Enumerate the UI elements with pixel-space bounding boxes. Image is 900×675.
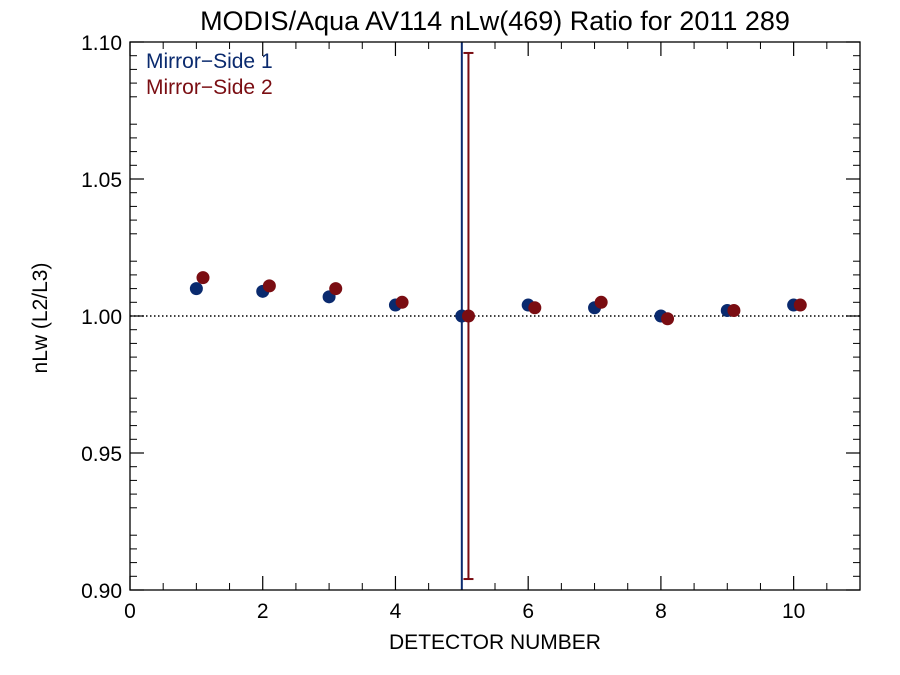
y-tick-label: 1.05 xyxy=(81,169,122,192)
data-point-series-2 xyxy=(661,312,675,326)
plot-area: 0 2 4 6 8 10 0.90 0.95 1.00 1.05 1.10 Mirror−Side 1… xyxy=(81,32,860,623)
y-tick-label: 0.95 xyxy=(81,443,122,466)
legend-entry-1: Mirror−Side 1 xyxy=(146,50,273,73)
y-tick-label: 1.10 xyxy=(81,32,122,55)
legend-entry-2: Mirror−Side 2 xyxy=(146,76,273,99)
y-tick-label: 0.90 xyxy=(81,580,122,603)
x-tick-label: 0 xyxy=(124,600,136,623)
data-point-series-2 xyxy=(793,298,807,312)
x-axis-label: DETECTOR NUMBER xyxy=(389,631,601,654)
data-point-series-2 xyxy=(196,271,210,285)
x-tick-label: 8 xyxy=(655,600,667,623)
data-point-series-1 xyxy=(189,282,203,296)
data-point-series-2 xyxy=(395,295,409,309)
data-point-series-2 xyxy=(727,304,741,318)
y-axis-label: nLw (L2/L3) xyxy=(29,263,52,374)
x-tick-label: 6 xyxy=(522,600,534,623)
x-tick-label: 4 xyxy=(390,600,402,623)
data-point-series-2 xyxy=(461,309,475,323)
data-point-series-2 xyxy=(329,282,343,296)
data-point-series-2 xyxy=(594,295,608,309)
data-point-series-2 xyxy=(528,301,542,315)
x-tick-label: 2 xyxy=(257,600,269,623)
y-tick-label: 1.00 xyxy=(81,306,122,329)
chart-title: MODIS/Aqua AV114 nLw(469) Ratio for 2011… xyxy=(200,6,790,36)
data-point-series-2 xyxy=(262,279,276,293)
x-tick-label: 10 xyxy=(782,600,805,623)
plot-frame xyxy=(129,41,861,591)
